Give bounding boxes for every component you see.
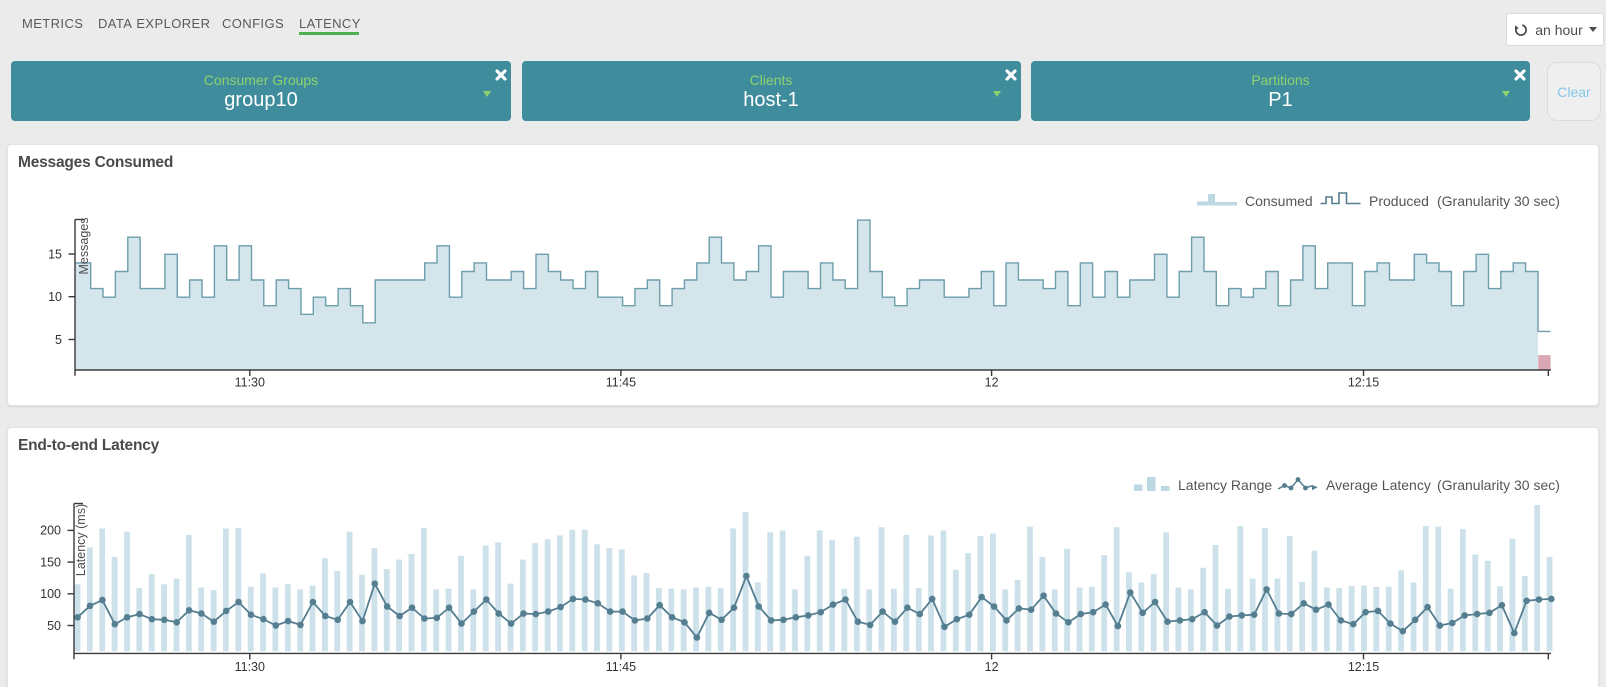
svg-text:200: 200: [40, 524, 61, 538]
svg-text:50: 50: [47, 619, 61, 633]
svg-text:12: 12: [985, 660, 999, 674]
svg-text:11:30: 11:30: [235, 660, 265, 674]
svg-text:100: 100: [40, 587, 61, 601]
svg-text:12:15: 12:15: [1348, 660, 1379, 674]
svg-text:11:45: 11:45: [606, 660, 636, 674]
svg-text:11:45: 11:45: [606, 376, 636, 390]
svg-text:5: 5: [55, 333, 62, 347]
svg-text:15: 15: [48, 247, 62, 261]
svg-text:12: 12: [985, 376, 999, 390]
svg-text:11:30: 11:30: [235, 376, 265, 390]
svg-text:Latency (ms): Latency (ms): [74, 504, 88, 576]
svg-text:Messages: Messages: [77, 218, 91, 275]
svg-text:10: 10: [48, 290, 62, 304]
svg-text:12:15: 12:15: [1348, 376, 1379, 390]
svg-text:150: 150: [40, 555, 61, 569]
